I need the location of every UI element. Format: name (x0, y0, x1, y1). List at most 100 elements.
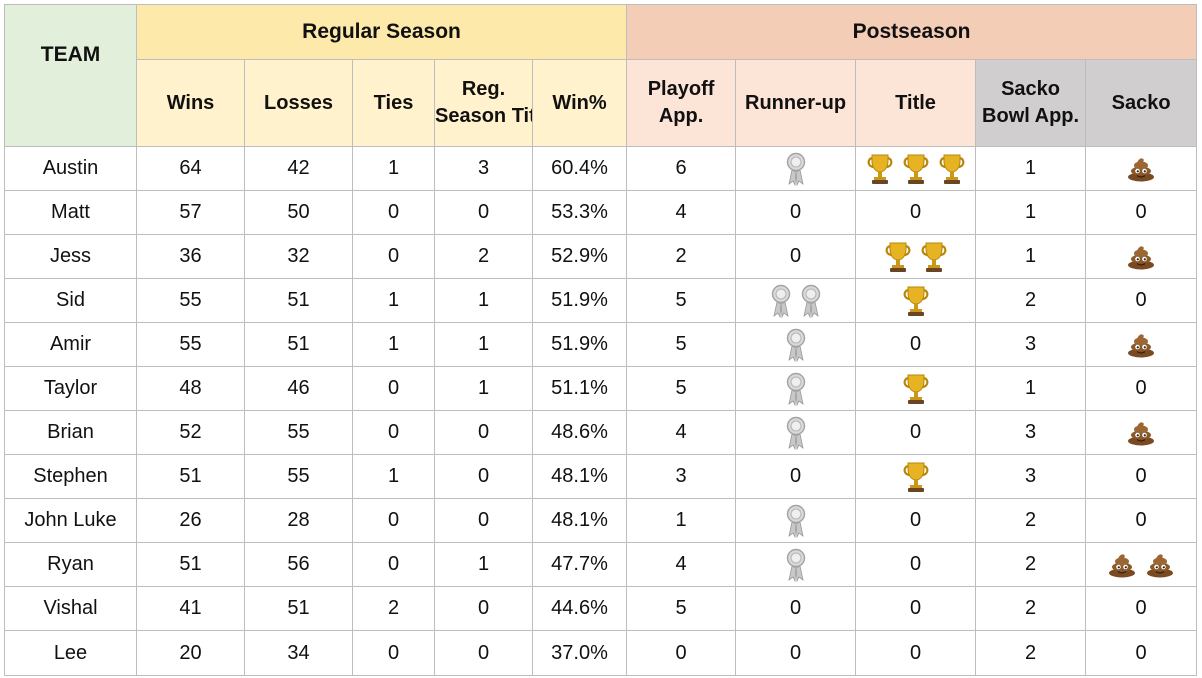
runner-up-header: Runner-up (735, 59, 857, 147)
win-pct-cell: 48.1% (531, 454, 628, 499)
sacko-bowl-cell: 2 (975, 498, 1087, 543)
team-name: Ryan (4, 542, 137, 587)
ribbon-icon (786, 152, 806, 186)
win-pct-cell: 48.6% (531, 410, 628, 455)
trophy-icon (939, 153, 965, 185)
win-pct-cell: 48.1% (531, 498, 628, 543)
win-pct-cell: 44.6% (531, 586, 628, 631)
playoff-app-header: Playoff App. (626, 59, 737, 147)
playoff-app-cell: 1 (626, 498, 737, 543)
ties-cell: 1 (352, 146, 435, 191)
ties-cell: 0 (352, 498, 435, 543)
poop-icon (1127, 332, 1155, 358)
ribbon-icon (786, 416, 806, 450)
sacko-bowl-cell: 3 (975, 454, 1087, 499)
losses-cell: 50 (244, 190, 353, 235)
wins-cell: 48 (136, 366, 245, 411)
sacko-bowl-cell: 3 (975, 410, 1087, 455)
sacko-cell: 0 (1085, 454, 1198, 499)
runner-up-cell: 0 (735, 454, 857, 499)
win-pct-header: Win% (531, 59, 628, 147)
reg-season-title-cell: 0 (434, 454, 533, 499)
ties-cell: 0 (352, 542, 435, 587)
losses-cell: 51 (244, 322, 353, 367)
title-cell (855, 278, 977, 323)
sacko-bowl-cell: 1 (975, 190, 1087, 235)
reg-season-title-cell: 3 (434, 146, 533, 191)
reg-season-title-cell: 1 (434, 278, 533, 323)
sacko-cell: 0 (1085, 190, 1198, 235)
playoff-app-cell: 5 (626, 278, 737, 323)
playoff-app-cell: 0 (626, 630, 737, 676)
runner-up-cell (735, 278, 857, 323)
reg-season-title-header: Reg.Season Title (434, 59, 533, 147)
table-row: Matt 57 50 0 0 53.3% 4 0 0 1 0 (4, 190, 1198, 235)
losses-cell: 46 (244, 366, 353, 411)
ties-cell: 1 (352, 454, 435, 499)
title-cell (855, 366, 977, 411)
win-pct-cell: 51.1% (531, 366, 628, 411)
runner-up-cell: 0 (735, 190, 857, 235)
table-row: Vishal 41 51 2 0 44.6% 5 0 0 2 0 (4, 586, 1198, 631)
wins-cell: 36 (136, 234, 245, 279)
wins-cell: 64 (136, 146, 245, 191)
ribbon-icon (786, 328, 806, 362)
table-row: John Luke 26 28 0 0 48.1% 1 0 2 0 (4, 498, 1198, 543)
table-row: Taylor 48 46 0 1 51.1% 5 1 0 (4, 366, 1198, 411)
trophy-icon (921, 241, 947, 273)
playoff-app-cell: 5 (626, 322, 737, 367)
wins-header: Wins (136, 59, 245, 147)
sacko-cell: 0 (1085, 498, 1198, 543)
title-cell (855, 146, 977, 191)
trophy-icon (867, 153, 893, 185)
win-pct-cell: 52.9% (531, 234, 628, 279)
ribbon-icon (786, 504, 806, 538)
losses-cell: 28 (244, 498, 353, 543)
wins-cell: 52 (136, 410, 245, 455)
playoff-app-cell: 5 (626, 366, 737, 411)
win-pct-cell: 51.9% (531, 278, 628, 323)
runner-up-cell: 0 (735, 586, 857, 631)
poop-icon (1127, 156, 1155, 182)
losses-cell: 51 (244, 586, 353, 631)
team-header: TEAM (4, 4, 137, 147)
wins-cell: 41 (136, 586, 245, 631)
runner-up-cell: 0 (735, 630, 857, 676)
losses-cell: 55 (244, 410, 353, 455)
win-pct-cell: 53.3% (531, 190, 628, 235)
runner-up-cell (735, 410, 857, 455)
sacko-cell (1085, 146, 1198, 191)
table-row: Ryan 51 56 0 1 47.7% 4 0 2 (4, 542, 1198, 587)
sacko-header: Sacko (1085, 59, 1198, 147)
sacko-bowl-cell: 1 (975, 366, 1087, 411)
losses-cell: 55 (244, 454, 353, 499)
title-cell: 0 (855, 630, 977, 676)
sacko-bowl-cell: 3 (975, 322, 1087, 367)
title-cell: 0 (855, 190, 977, 235)
team-name: Jess (4, 234, 137, 279)
team-name: Amir (4, 322, 137, 367)
table-row: Sid 55 51 1 1 51.9% 5 2 0 (4, 278, 1198, 323)
losses-cell: 56 (244, 542, 353, 587)
losses-cell: 51 (244, 278, 353, 323)
table-row: Lee 20 34 0 0 37.0% 0 0 0 2 0 (4, 630, 1198, 676)
wins-cell: 51 (136, 542, 245, 587)
standings-table: TEAM Regular Season Postseason Wins Loss… (4, 4, 1198, 676)
reg-season-title-cell: 0 (434, 630, 533, 676)
trophy-icon (903, 373, 929, 405)
reg-season-title-cell: 1 (434, 322, 533, 367)
poop-icon (1127, 244, 1155, 270)
reg-season-title-cell: 1 (434, 542, 533, 587)
team-name: Brian (4, 410, 137, 455)
title-cell: 0 (855, 322, 977, 367)
team-name: Lee (4, 630, 137, 676)
ties-header: Ties (352, 59, 435, 147)
trophy-icon (885, 241, 911, 273)
playoff-app-cell: 4 (626, 542, 737, 587)
ties-cell: 1 (352, 278, 435, 323)
win-pct-cell: 37.0% (531, 630, 628, 676)
reg-season-title-cell: 0 (434, 410, 533, 455)
ties-cell: 0 (352, 410, 435, 455)
ties-cell: 2 (352, 586, 435, 631)
team-name: Stephen (4, 454, 137, 499)
